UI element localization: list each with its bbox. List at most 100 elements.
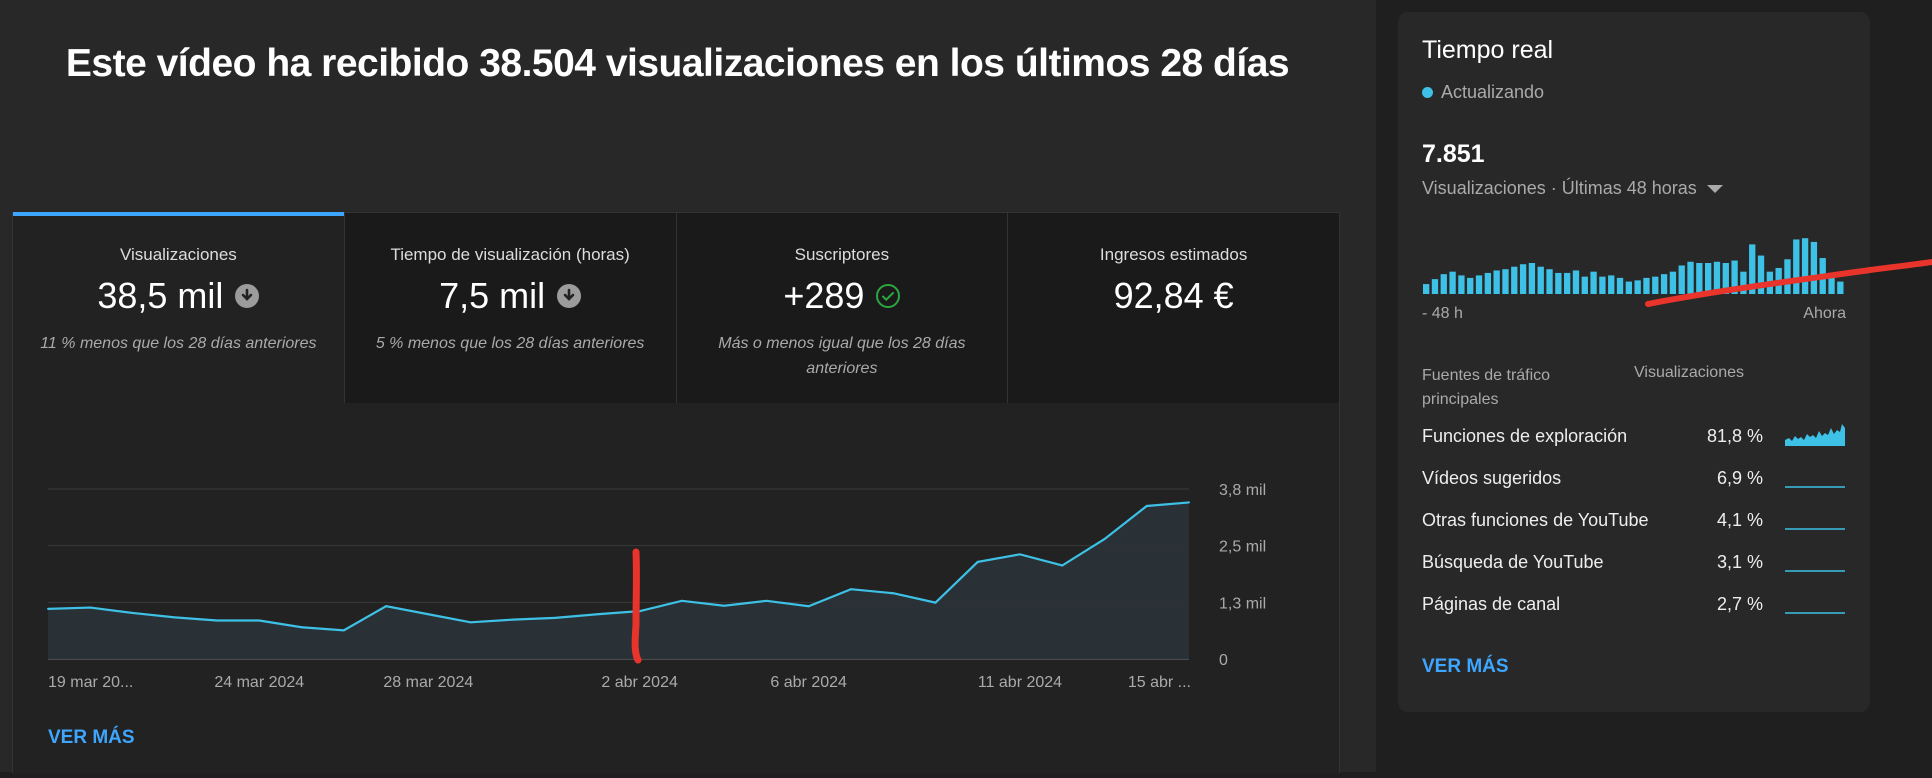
realtime-bar bbox=[1608, 275, 1615, 294]
tab-tiempo-visualizacion[interactable]: Tiempo de visualización (horas) 7,5 mil … bbox=[344, 213, 677, 403]
source-name: Búsqueda de YouTube bbox=[1422, 552, 1604, 572]
data-point bbox=[1188, 501, 1190, 504]
tab-value: 7,5 mil bbox=[439, 275, 546, 316]
realtime-bar bbox=[1810, 241, 1818, 294]
tab-label: Tiempo de visualización (horas) bbox=[390, 245, 630, 264]
data-point bbox=[976, 560, 979, 563]
data-point bbox=[469, 621, 472, 624]
data-point bbox=[1018, 553, 1021, 556]
source-sparkline bbox=[1785, 528, 1845, 530]
realtime-status-text: Actualizando bbox=[1441, 82, 1545, 102]
realtime-bar bbox=[1731, 260, 1738, 294]
tab-ingresos[interactable]: Ingresos estimados 92,84 € bbox=[1008, 213, 1339, 403]
arrow-down-circle-icon bbox=[557, 284, 582, 308]
realtime-bar bbox=[1793, 239, 1800, 294]
data-point bbox=[385, 605, 388, 608]
realtime-bar bbox=[1555, 272, 1562, 294]
realtime-bar bbox=[1625, 281, 1632, 294]
data-point bbox=[849, 588, 852, 591]
views-area-chart: 3,8 mil 2,5 mil 1,3 mil 0 19 mar 20... 24 mar… bbox=[47, 482, 1266, 691]
live-dot-icon bbox=[1422, 87, 1433, 98]
realtime-bar bbox=[1819, 258, 1826, 294]
views-chart: 3,8 mil 2,5 mil 1,3 mil 0 19 mar 20... 24 mar… bbox=[13, 403, 1339, 773]
realtime-bar bbox=[1564, 272, 1571, 294]
caret-down-icon bbox=[1706, 184, 1723, 193]
tab-comparison: 11 % menos que los 28 días anteriores bbox=[40, 335, 317, 352]
realtime-bar bbox=[1616, 277, 1624, 294]
source-name: Otras funciones de YouTube bbox=[1422, 510, 1649, 530]
data-point bbox=[638, 610, 641, 613]
realtime-metric-dropdown[interactable]: Visualizaciones · Últimas 48 horas bbox=[1422, 178, 1723, 199]
data-point bbox=[427, 613, 430, 616]
data-point bbox=[596, 613, 599, 616]
realtime-bar bbox=[1837, 281, 1844, 294]
data-point bbox=[554, 616, 557, 619]
realtime-bar bbox=[1784, 259, 1791, 294]
source-pct: 81,8 % bbox=[1706, 426, 1763, 446]
source-name: Funciones de exploración bbox=[1422, 426, 1628, 446]
data-point bbox=[216, 619, 219, 622]
realtime-status: Actualizando bbox=[1422, 82, 1544, 103]
realtime-panel: Tiempo real Actualizando 7.851 Visualiza… bbox=[1398, 12, 1870, 712]
realtime-bar bbox=[1528, 263, 1536, 294]
realtime-bar bbox=[1458, 275, 1465, 294]
data-point bbox=[173, 616, 176, 619]
realtime-bar bbox=[1493, 270, 1500, 294]
realtime-bar bbox=[1643, 277, 1650, 294]
tab-comparison: 5 % menos que los 28 días anteriores bbox=[375, 335, 645, 352]
realtime-bar bbox=[1775, 267, 1782, 294]
realtime-bar bbox=[1801, 238, 1809, 294]
source-row[interactable]: Otras funciones de YouTube 4,1 % bbox=[1422, 504, 1845, 546]
realtime-bar bbox=[1431, 279, 1439, 294]
realtime-bar bbox=[1467, 277, 1474, 294]
tab-visualizaciones[interactable]: Visualizaciones 38,5 mil 11 % menos que … bbox=[13, 212, 345, 403]
source-row[interactable]: Búsqueda de YouTube 3,1 % bbox=[1422, 546, 1845, 588]
tab-suscriptores[interactable]: Suscriptores +289 Más o menos igual que … bbox=[676, 213, 1009, 403]
realtime-count: 7.851 bbox=[1422, 140, 1485, 168]
views-line bbox=[47, 501, 1190, 632]
x-tick-label: 2 abr 2024 bbox=[601, 674, 678, 691]
y-tick-label: 2,5 mil bbox=[1219, 539, 1266, 556]
data-point bbox=[511, 618, 514, 621]
realtime-bar bbox=[1722, 263, 1729, 294]
source-row[interactable]: Funciones de exploración 81,8 % bbox=[1422, 420, 1845, 462]
source-pct: 3,1 % bbox=[1716, 552, 1763, 572]
headline: Este vídeo ha recibido 38.504 visualizac… bbox=[65, 42, 1290, 85]
realtime-bar bbox=[1687, 261, 1694, 294]
source-pct: 2,7 % bbox=[1716, 594, 1763, 614]
realtime-bar bbox=[1572, 270, 1580, 294]
source-row[interactable]: Vídeos sugeridos 6,9 % bbox=[1422, 462, 1845, 504]
source-pct: 4,1 % bbox=[1716, 510, 1763, 530]
data-point bbox=[723, 604, 726, 607]
traffic-sources: Funciones de exploración 81,8 % Vídeos s… bbox=[1422, 420, 1845, 630]
tab-value: 92,84 € bbox=[1113, 275, 1234, 316]
realtime-bar bbox=[1740, 271, 1747, 294]
y-tick-label: 1,3 mil bbox=[1219, 595, 1266, 612]
x-tick-label: 6 abr 2024 bbox=[770, 674, 847, 691]
source-sparkline bbox=[1785, 424, 1845, 446]
data-point bbox=[1061, 564, 1064, 567]
realtime-bar bbox=[1660, 274, 1668, 294]
realtime-bar bbox=[1696, 263, 1703, 294]
sources-views-header: Visualizaciones bbox=[1634, 364, 1744, 381]
ver-mas-link[interactable]: VER MÁS bbox=[48, 727, 135, 748]
data-point bbox=[1145, 505, 1148, 507]
realtime-metric-label: Visualizaciones · Últimas 48 horas bbox=[1422, 178, 1697, 198]
realtime-bar bbox=[1828, 274, 1835, 294]
realtime-bar bbox=[1423, 284, 1430, 294]
x-tick-label: 19 mar 20... bbox=[48, 674, 133, 691]
source-name: Páginas de canal bbox=[1422, 594, 1561, 614]
x-tick-label: 11 abr 2024 bbox=[978, 674, 1062, 691]
data-point bbox=[300, 626, 303, 629]
analytics-main: Este vídeo ha recibido 38.504 visualizac… bbox=[12, 42, 1340, 773]
source-sparkline bbox=[1785, 570, 1845, 572]
source-row[interactable]: Páginas de canal 2,7 % bbox=[1422, 588, 1845, 630]
data-point bbox=[47, 607, 49, 610]
tab-value: +289 bbox=[783, 275, 865, 316]
realtime-bar bbox=[1652, 276, 1659, 294]
realtime-ver-mas-link[interactable]: VER MÁS bbox=[1422, 656, 1509, 677]
data-point bbox=[1103, 538, 1106, 541]
realtime-axis-start: - 48 h bbox=[1422, 305, 1463, 322]
realtime-bar bbox=[1484, 272, 1491, 294]
source-sparkline bbox=[1785, 612, 1845, 614]
